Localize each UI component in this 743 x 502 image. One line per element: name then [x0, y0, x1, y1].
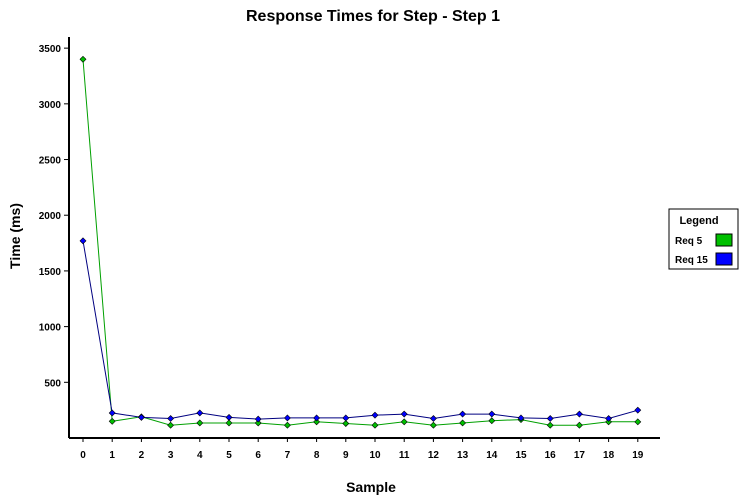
chart-title: Response Times for Step - Step 1 [246, 8, 500, 25]
y-tick-label: 500 [44, 378, 61, 389]
legend-label: Req 15 [675, 255, 708, 266]
data-point-req-5 [108, 417, 116, 425]
x-tick-label: 3 [168, 450, 174, 461]
x-tick-label: 16 [545, 450, 557, 461]
y-tick-label: 1500 [39, 267, 62, 278]
data-point-req-15 [342, 414, 350, 422]
x-axis-label: Sample [346, 479, 396, 495]
x-tick-label: 1 [109, 450, 115, 461]
series-line-req-5 [82, 59, 638, 426]
data-point-req-15 [196, 409, 204, 417]
data-point-req-5 [429, 421, 437, 429]
x-tick-label: 15 [515, 450, 527, 461]
x-tick-label: 10 [369, 450, 381, 461]
legend-title: Legend [679, 215, 718, 227]
data-point-req-15 [605, 415, 613, 422]
legend-swatch [715, 233, 733, 247]
x-tick-label: 8 [314, 450, 320, 461]
x-tick-label: 6 [255, 450, 261, 461]
data-point-req-5 [634, 418, 642, 426]
data-point-req-15 [546, 415, 554, 422]
legend-swatch [715, 252, 733, 266]
data-point-req-15 [283, 414, 291, 422]
data-point-req-15 [167, 415, 175, 422]
x-tick-label: 4 [197, 450, 203, 461]
x-tick-label: 14 [486, 450, 498, 461]
y-axis-label: Time (ms) [7, 203, 23, 269]
y-tick-label: 2500 [39, 156, 62, 167]
data-point-req-5 [225, 419, 233, 427]
x-tick-label: 5 [226, 450, 232, 461]
data-point-req-15 [371, 411, 379, 419]
y-tick-label: 1000 [39, 323, 62, 334]
data-point-req-5 [371, 421, 379, 429]
data-point-req-5 [400, 418, 408, 426]
data-point-req-15 [400, 410, 408, 418]
x-tick-label: 9 [343, 450, 349, 461]
x-tick-label: 12 [428, 450, 440, 461]
y-axis-ticks: 500 1000 1500 2000 2500 3000 3500 [39, 44, 69, 389]
x-tick-label: 7 [285, 450, 291, 461]
data-point-req-15 [108, 409, 116, 417]
data-point-req-15 [459, 410, 467, 418]
data-point-req-5 [167, 421, 175, 429]
series-layer [79, 55, 642, 429]
legend-label: Req 5 [675, 236, 703, 247]
data-point-req-15 [634, 406, 642, 414]
data-point-req-15 [517, 414, 525, 422]
y-tick-label: 3000 [39, 100, 62, 111]
data-point-req-5 [488, 417, 496, 425]
x-tick-label: 11 [399, 450, 410, 461]
x-tick-label: 17 [574, 450, 586, 461]
data-point-req-5 [575, 421, 583, 429]
data-point-req-5 [546, 421, 554, 429]
data-point-req-5 [313, 418, 321, 426]
data-point-req-5 [196, 419, 204, 427]
data-point-req-15 [575, 410, 583, 418]
data-point-req-15 [254, 415, 262, 423]
data-point-req-5 [342, 420, 350, 427]
data-point-req-5 [459, 419, 467, 427]
data-point-req-5 [283, 421, 291, 429]
data-point-req-5 [254, 419, 262, 427]
legend-items: Req 5 Req 15 [675, 233, 733, 266]
x-axis-ticks: 0 1 2 3 4 5 6 7 8 9 10 11 12 13 14 15 16 17 18 19 [80, 438, 644, 461]
data-point-req-15 [79, 237, 87, 245]
data-point-req-15 [313, 414, 321, 422]
x-tick-label: 13 [457, 450, 469, 461]
y-tick-label: 2000 [39, 211, 62, 222]
legend: Legend Req 5 Req 15 [668, 208, 739, 270]
data-point-req-15 [137, 413, 145, 421]
data-point-req-15 [488, 410, 496, 418]
x-tick-label: 18 [603, 450, 615, 461]
x-tick-label: 0 [80, 450, 86, 461]
data-point-req-15 [225, 413, 233, 421]
x-tick-label: 2 [139, 450, 145, 461]
data-point-req-5 [79, 55, 87, 63]
x-tick-label: 19 [632, 450, 644, 461]
data-point-req-15 [429, 415, 437, 422]
series-line-req-15 [82, 240, 638, 420]
y-tick-label: 3500 [39, 44, 62, 55]
